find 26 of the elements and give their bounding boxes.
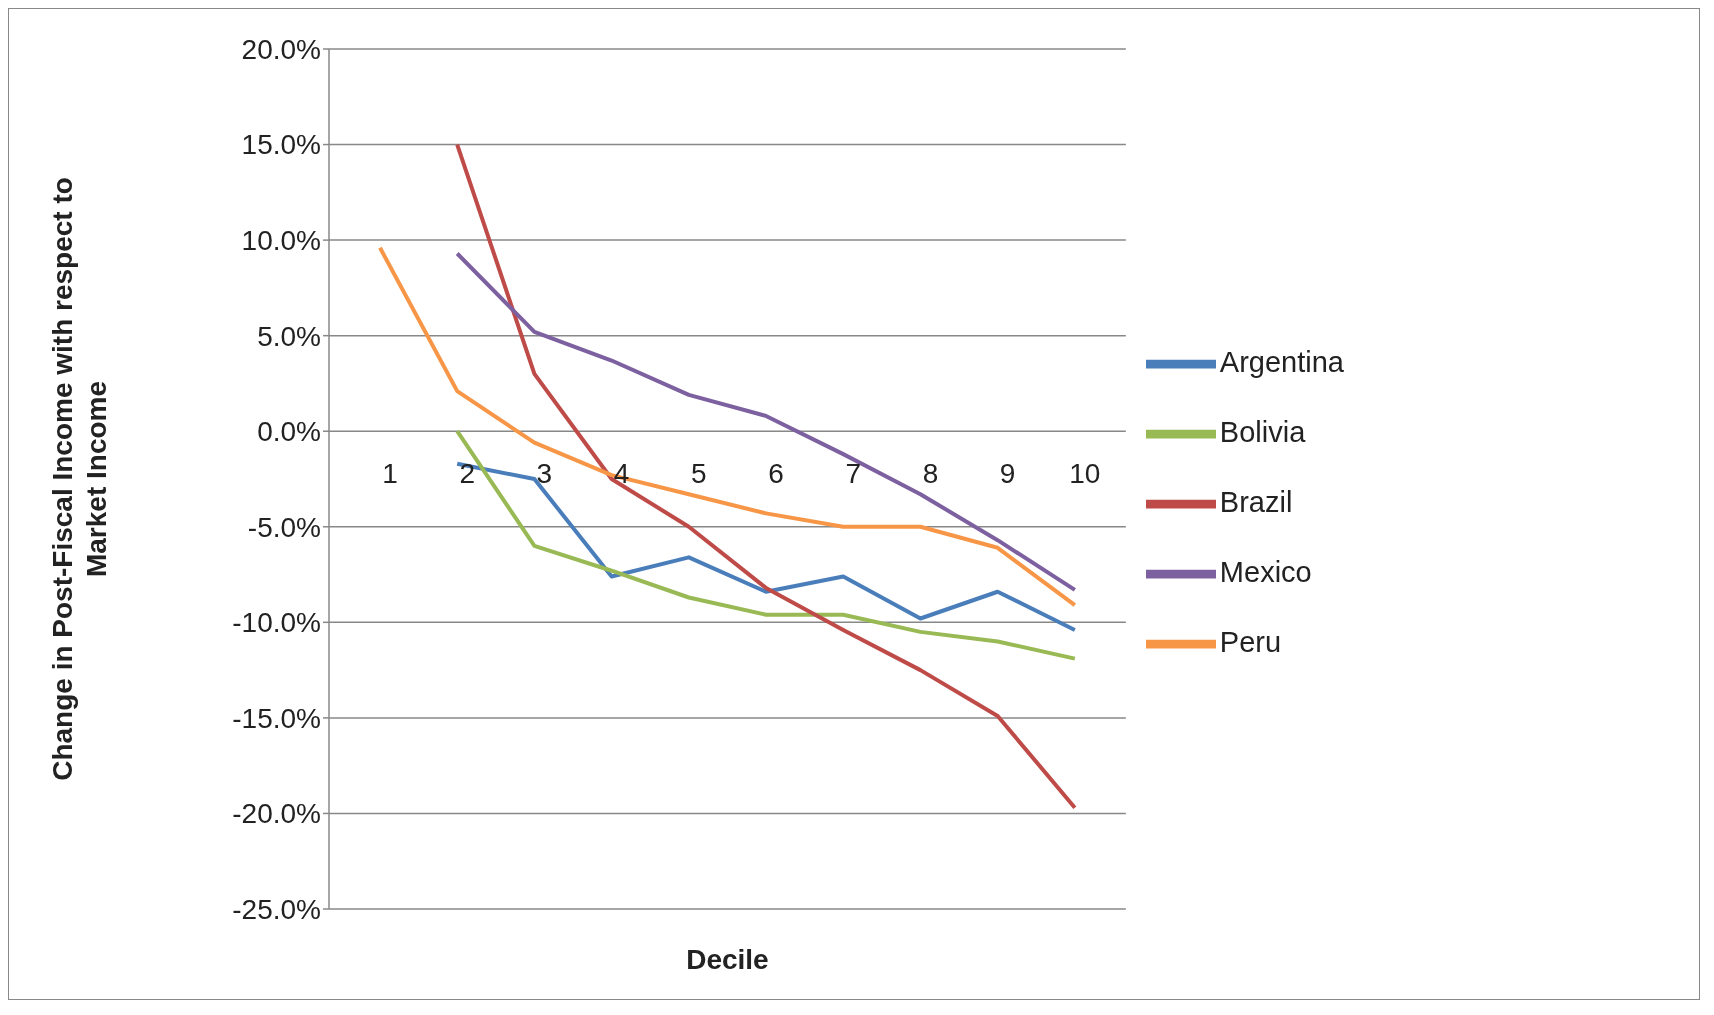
legend-label: Mexico <box>1219 555 1312 588</box>
y-tick-label: -25.0% <box>232 893 321 925</box>
y-tick-label: 5.0% <box>257 320 321 352</box>
x-tick-label: 8 <box>922 458 939 490</box>
y-tick-label: 15.0% <box>241 129 321 161</box>
x-tick-label: 10 <box>1069 458 1101 490</box>
y-tick-label: 0.0% <box>257 416 321 448</box>
x-tick-label: 9 <box>999 458 1016 490</box>
x-tick-label: 2 <box>459 458 475 490</box>
legend-label: Argentina <box>1219 345 1344 378</box>
x-tick-label: 7 <box>845 458 862 490</box>
legend-label: Bolivia <box>1219 415 1306 448</box>
x-tick-label: 3 <box>536 458 553 490</box>
y-tick-label: -15.0% <box>232 702 321 734</box>
y-tick-label: 20.0% <box>241 33 321 65</box>
y-tick-label: 10.0% <box>241 225 321 257</box>
x-tick-label: 5 <box>691 458 707 490</box>
x-tick-label: 6 <box>768 458 784 490</box>
y-axis-title: Change in Post-Fiscal Income with respect to Market Income <box>47 177 112 781</box>
y-tick-label: -10.0% <box>232 607 321 639</box>
x-axis-title: Decile <box>686 944 769 975</box>
legend-label: Brazil <box>1219 485 1293 518</box>
x-tick-label: 1 <box>382 458 398 490</box>
y-tick-label: -5.0% <box>247 511 321 543</box>
legend-label: Peru <box>1219 625 1282 658</box>
y-tick-label: -20.0% <box>232 798 321 830</box>
